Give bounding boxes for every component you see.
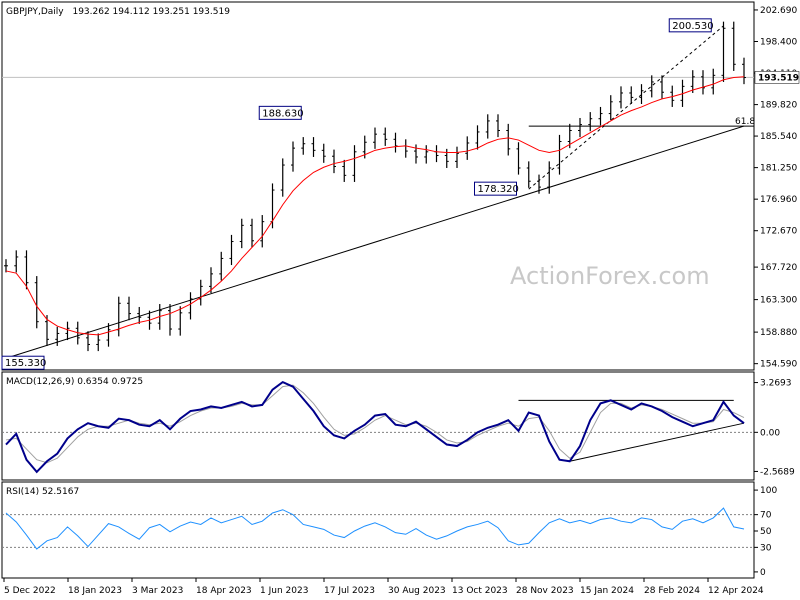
watermark: ActionForex.com bbox=[510, 262, 710, 290]
price-label-box bbox=[474, 181, 517, 196]
y-tick-label: 3.2693 bbox=[760, 379, 792, 389]
y-tick-label: 189.820 bbox=[760, 101, 797, 111]
y-tick-label: -2.5689 bbox=[760, 467, 795, 477]
macd-support-line bbox=[569, 422, 745, 462]
y-tick-label: 70 bbox=[760, 511, 772, 521]
y-tick-label: 167.720 bbox=[760, 263, 797, 273]
x-tick-label: 17 Jul 2023 bbox=[324, 586, 375, 596]
price-label-box bbox=[668, 18, 712, 33]
macd-main-line bbox=[5, 380, 745, 474]
y-tick-label: 176.960 bbox=[760, 195, 797, 205]
y-tick-label: 154.590 bbox=[760, 360, 797, 370]
macd-title: MACD(12,26,9) 0.6354 0.9725 bbox=[6, 377, 143, 387]
macd-panel: 3.2693 0.00 -2.5689 MACD(12,26,9) 0.6354 0… bbox=[1, 371, 795, 481]
x-tick-label: 13 Oct 2023 bbox=[452, 586, 508, 596]
rsi-title: RSI(14) 52.5167 bbox=[6, 487, 79, 497]
y-tick-label: 202.690 bbox=[760, 6, 797, 16]
moving-average-line bbox=[5, 76, 745, 336]
price-label: 178.320 bbox=[478, 184, 519, 195]
y-tick-label: 172.670 bbox=[760, 227, 797, 237]
price-panel: ActionForex.com 200.530 188.630 178.320 155… bbox=[1, 1, 800, 371]
y-tick-label: 100 bbox=[760, 486, 777, 496]
x-tick-label: 28 Feb 2024 bbox=[644, 586, 700, 596]
price-label-box bbox=[258, 105, 302, 120]
price-label: 188.630 bbox=[262, 108, 303, 119]
y-tick-label: 163.300 bbox=[760, 296, 797, 306]
y-tick-label: 198.400 bbox=[760, 38, 797, 48]
projection-line bbox=[528, 25, 724, 190]
last-price-label: 193.519 bbox=[758, 73, 799, 83]
x-tick-label: 15 Jan 2024 bbox=[580, 586, 634, 596]
y-tick-label: 0.00 bbox=[760, 428, 780, 438]
y-tick-label: 181.250 bbox=[760, 164, 797, 174]
y-tick-label: 185.540 bbox=[760, 132, 797, 142]
rsi-panel: 100 70 50 30 0 RSI(14) 52.5167 bbox=[1, 481, 777, 579]
x-tick-label: 18 Apr 2023 bbox=[196, 586, 252, 596]
x-tick-label: 30 Aug 2023 bbox=[388, 586, 446, 596]
x-tick-label: 1 Jun 2023 bbox=[260, 586, 308, 596]
price-label: 200.530 bbox=[672, 21, 713, 32]
price-label-box bbox=[1, 355, 45, 370]
x-tick-label: 18 Jan 2023 bbox=[68, 586, 122, 596]
x-tick-label: 5 Dec 2022 bbox=[4, 586, 56, 596]
symbol-label: GBPJPY,Daily bbox=[6, 7, 64, 17]
y-tick-label: 158.880 bbox=[760, 328, 797, 338]
y-tick-label: 0 bbox=[760, 568, 766, 578]
x-tick-label: 3 Mar 2023 bbox=[132, 586, 183, 596]
y-tick-label: 30 bbox=[760, 543, 772, 553]
ohlc-readout: 193.262 194.112 193.251 193.519 bbox=[72, 7, 230, 17]
price-label: 155.330 bbox=[5, 358, 46, 369]
rsi-line bbox=[5, 507, 745, 550]
x-tick-label: 28 Nov 2023 bbox=[516, 586, 574, 596]
price-title: GBPJPY,Daily 193.262 194.112 193.251 193… bbox=[6, 7, 230, 17]
fib-618-label: 61.8 bbox=[735, 117, 755, 127]
x-axis: 5 Dec 2022 18 Jan 2023 3 Mar 2023 18 Apr 20… bbox=[3, 578, 764, 596]
last-price-box bbox=[754, 71, 800, 84]
x-tick-label: 12 Apr 2024 bbox=[708, 586, 764, 596]
y-tick-label: 50 bbox=[760, 527, 772, 537]
